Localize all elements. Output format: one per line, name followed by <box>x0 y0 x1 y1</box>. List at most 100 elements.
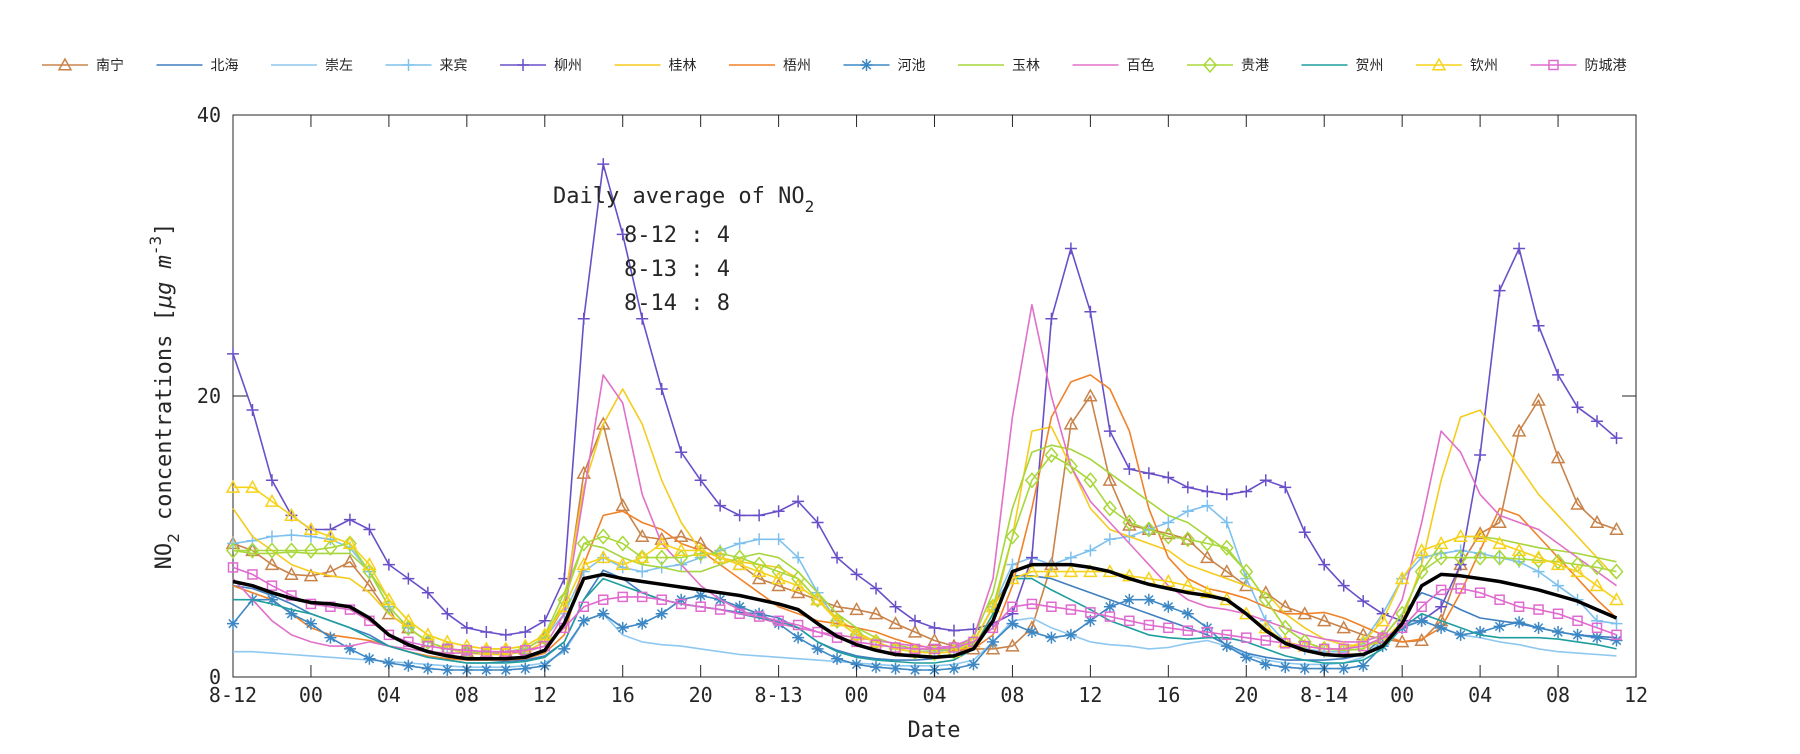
data-point <box>1025 626 1038 639</box>
legend-item-0: 南宁 <box>42 57 124 74</box>
data-point <box>1181 505 1194 518</box>
data-point <box>751 564 767 578</box>
data-point <box>1589 578 1605 592</box>
data-point <box>1610 432 1623 445</box>
data-point <box>1083 472 1098 489</box>
data-point <box>1084 544 1097 557</box>
data-point <box>1200 550 1215 564</box>
data-point <box>480 663 493 676</box>
data-point <box>1377 632 1388 643</box>
x-tick-label: 04 <box>922 683 946 707</box>
data-point <box>1591 631 1604 644</box>
data-point <box>381 606 397 620</box>
data-point <box>1609 521 1624 536</box>
data-point <box>1433 535 1449 550</box>
data-point <box>772 505 785 518</box>
series-11 <box>233 577 1617 664</box>
data-point <box>1492 549 1507 566</box>
series-average <box>232 562 1618 661</box>
data-point <box>1259 658 1272 671</box>
x-tick-label: 08 <box>455 683 479 707</box>
data-point <box>597 607 610 620</box>
data-point <box>617 591 628 603</box>
data-point <box>382 656 395 669</box>
data-point <box>1550 557 1566 571</box>
data-point <box>889 662 902 675</box>
data-point <box>1258 591 1273 608</box>
data-point <box>362 578 377 592</box>
legend-marker <box>860 59 873 71</box>
data-point <box>480 626 493 639</box>
data-point <box>1162 600 1175 613</box>
data-point <box>1512 550 1527 568</box>
data-point <box>792 619 804 631</box>
series-line <box>232 303 1617 654</box>
data-point <box>1337 662 1350 675</box>
data-point <box>1181 607 1194 620</box>
data-point <box>227 617 239 630</box>
data-point <box>1609 563 1624 580</box>
data-point <box>1532 319 1545 332</box>
x-tick-label: 00 <box>1390 683 1414 707</box>
series-line <box>232 395 1617 654</box>
x-tick-label: 12 <box>533 683 557 707</box>
data-point <box>265 530 278 543</box>
data-point <box>1571 628 1584 641</box>
data-point <box>498 641 514 655</box>
data-point <box>1006 558 1019 571</box>
data-point <box>1435 621 1448 634</box>
data-point <box>1026 598 1038 610</box>
data-point <box>1591 622 1603 634</box>
data-point <box>1064 242 1077 255</box>
data-point <box>1260 635 1272 646</box>
x-tick-label: 20 <box>1234 683 1258 707</box>
data-point <box>556 599 572 613</box>
data-point <box>1550 450 1566 464</box>
legend-label: 钦州 <box>1470 58 1498 74</box>
data-point <box>1414 563 1429 580</box>
data-point <box>636 617 649 630</box>
data-point <box>1239 563 1254 580</box>
data-point <box>343 513 356 526</box>
data-point <box>577 614 590 627</box>
data-point <box>1102 500 1117 517</box>
data-point <box>831 551 844 564</box>
data-point <box>1572 615 1583 627</box>
legend-item-10: 贵港 <box>1187 56 1269 74</box>
data-point <box>733 600 746 613</box>
data-point <box>655 607 668 620</box>
data-point <box>1552 608 1564 620</box>
data-point <box>889 600 902 613</box>
data-point <box>323 528 338 543</box>
data-point <box>285 607 298 620</box>
data-point <box>558 642 571 655</box>
data-point <box>986 635 999 648</box>
legend-label: 玉林 <box>1012 58 1040 74</box>
data-point <box>266 580 278 591</box>
data-point <box>1532 621 1545 634</box>
annotation-box: Daily average of NO2 8-12 : 4 8-13 : 4 8… <box>553 184 814 316</box>
data-point <box>1570 564 1585 578</box>
data-point <box>265 593 278 606</box>
data-point <box>753 509 766 522</box>
x-tick-label: 04 <box>1468 683 1492 707</box>
data-point <box>1552 368 1565 381</box>
data-point <box>1200 535 1215 552</box>
data-point <box>1220 516 1233 529</box>
series-line <box>232 388 1618 656</box>
data-point <box>227 562 239 573</box>
data-point <box>1513 242 1526 255</box>
data-point <box>1103 425 1116 438</box>
data-point <box>1124 615 1135 627</box>
average-line <box>232 562 1618 661</box>
data-point <box>596 528 611 545</box>
data-point <box>362 557 377 571</box>
data-point <box>1240 485 1253 498</box>
data-point <box>342 535 358 550</box>
data-point <box>227 347 239 360</box>
data-point <box>636 565 649 578</box>
data-point <box>831 652 844 665</box>
series-3 <box>227 499 1623 660</box>
data-point <box>1200 585 1215 599</box>
ticks-layer: 0 20 40 8-12 00 04 08 12 16 20 8-13 00 04 08 12 16 20 8-1… <box>197 103 1648 707</box>
